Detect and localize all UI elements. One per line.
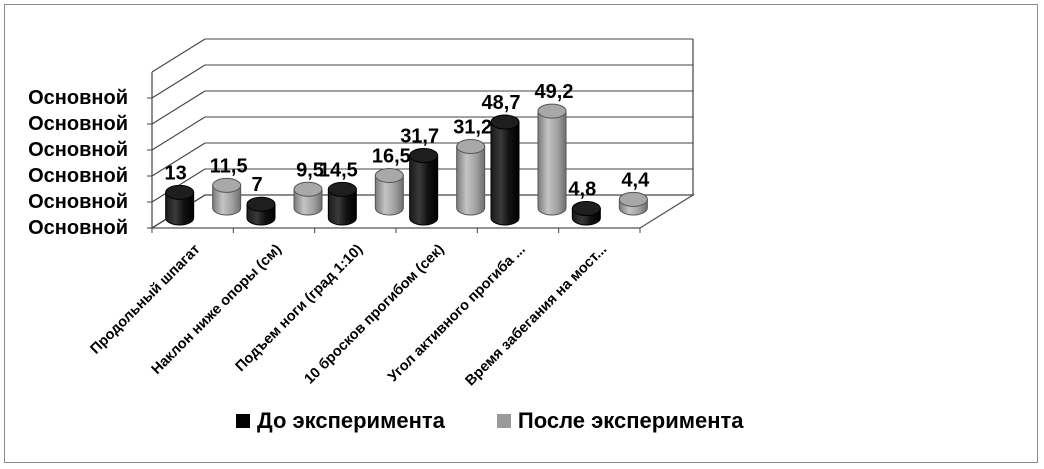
legend-item-after: После эксперимента [496,408,744,434]
data-label-before: 13 [165,162,187,184]
data-label-before: 14,5 [319,159,358,181]
data-label-after: 31,2 [453,117,492,139]
data-label-before: 4,8 [568,179,596,201]
x-category-label: Наклон ниже опоры (см) [149,241,285,377]
bar-before-5 [571,201,601,226]
chart-frame [4,4,1038,463]
bar-after-4 [537,103,567,216]
data-label-after: 4,4 [621,169,650,191]
data-label-before: 48,7 [482,92,521,114]
bar-before-3 [409,148,439,226]
data-label-after: 9,5 [296,159,324,181]
data-label-before: 31,7 [400,126,439,148]
legend-item-before: До эксперимента [236,408,445,434]
bar-before-2 [327,181,357,226]
y-tick-label: Основной [28,217,128,239]
bar-after-2 [374,167,404,216]
data-label-after: 16,5 [372,145,411,167]
legend-swatch-after [496,414,511,428]
y-tick-label: Основной [28,191,128,213]
data-label-before: 7 [251,174,262,196]
bar-before-0 [165,184,195,226]
legend-label-after: После эксперимента [517,408,744,433]
side-wall-gridline [151,38,206,73]
data-label-after: 11,5 [210,155,248,177]
bar-before-1 [246,196,276,226]
side-wall-gridline [151,142,206,177]
side-wall-gridline [151,90,206,125]
y-tick-label: Основной [28,113,128,135]
side-wall-gridline [151,64,206,99]
bar-after-3 [456,139,486,216]
legend-swatch-before [236,414,250,428]
y-tick-label: Основной [28,139,128,161]
x-category-label: Угол активного прогиба ... [385,242,529,386]
y-tick-label: Основной [28,87,128,109]
y-tick-label: Основной [28,165,128,187]
bar-after-1 [293,181,323,216]
legend-label-before: До эксперимента [257,408,445,433]
bar-after-0 [212,177,242,216]
bar-after-5 [618,191,648,216]
bar-before-4 [490,114,520,226]
legend: До эксперимента После эксперимента [236,408,796,434]
x-category-label: Время забегания на мост... [463,242,611,390]
data-label-after: 49,2 [535,81,574,103]
x-category-label: 10 бросков прогибом (сек) [302,241,448,387]
side-wall-gridline [151,116,206,151]
